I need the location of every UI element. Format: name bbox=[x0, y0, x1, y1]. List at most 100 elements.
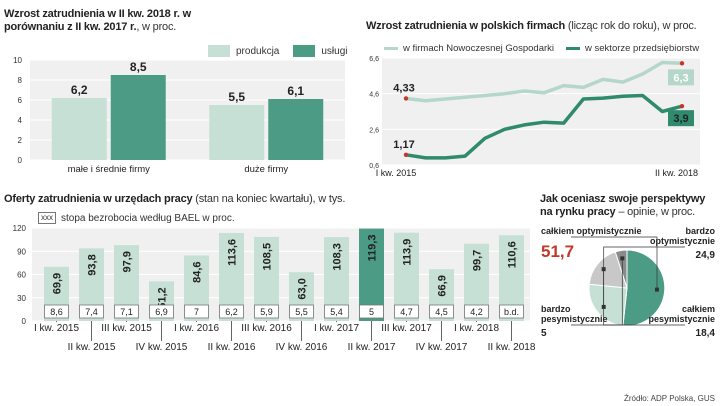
chart3-value-label-0: 69,9 bbox=[52, 273, 64, 294]
chart3-unemployment-box-2 bbox=[114, 304, 139, 319]
chart2-start-marker-1 bbox=[403, 152, 409, 158]
chart2-start-label-1: 1,17 bbox=[393, 139, 414, 151]
legend-swatch-produkcja bbox=[208, 45, 230, 57]
chart3-value-label-10: 113,9 bbox=[402, 239, 414, 266]
chart1-ytick-4: 8 bbox=[18, 76, 23, 85]
chart4-leader-dot-3 bbox=[620, 256, 625, 261]
chart3-note-text: stopa bezrobocia według BAEL w proc. bbox=[61, 212, 235, 224]
chart4-slice-value-2: 18,4 bbox=[696, 328, 716, 339]
chart2-start-marker-0 bbox=[403, 96, 409, 101]
chart2-point-0-2 bbox=[444, 98, 447, 100]
chart3-ytick-3: 90 bbox=[17, 247, 26, 256]
chart2-point-0-3 bbox=[464, 96, 466, 99]
chart4-slice-name-3-1: pesymistycznie bbox=[541, 314, 608, 324]
chart4-svg: całkiem optymistycznie51,7bardzooptymist… bbox=[541, 226, 716, 339]
chart3-unemployment-box-12 bbox=[464, 304, 489, 319]
chart1-value-label-1-0: 5,5 bbox=[228, 90, 245, 104]
chart-job-prospects: Jak oceniasz swoje perspektywy na rynku … bbox=[535, 188, 721, 406]
chart3-unemployment-box-7 bbox=[289, 304, 314, 319]
chart1-ytick-0: 0 bbox=[18, 156, 23, 165]
legend-label-sektor: w sektorze przedsiębiorstw bbox=[585, 43, 700, 54]
chart1-ytick-5: 10 bbox=[13, 56, 22, 65]
chart2-svg: 0,6 2,6 4,6 6,6 4,33 6,3 1,17 3,9 I kw. 2015 II k… bbox=[369, 56, 700, 178]
chart2-end-label-1: 3,9 bbox=[673, 113, 688, 125]
chart4-slice-name-1-1: optymistycznie bbox=[650, 236, 715, 246]
chart2-ytick-2: 4,6 bbox=[369, 92, 379, 99]
chart4-leader-3 bbox=[571, 258, 623, 326]
chart-job-offers: Oferty zatrudnienia w urzędach pracy (st… bbox=[0, 188, 535, 406]
chart3-value-label-1: 93,8 bbox=[87, 254, 99, 275]
chart3-unemployment-label-9: 5 bbox=[369, 307, 374, 317]
chart-employment-growth-by-size: Wzrost zatrudnienia w II kw. 2018 r. w p… bbox=[0, 0, 350, 185]
chart3-value-label-5: 113,6 bbox=[227, 239, 239, 266]
chart3-category-label-8: I kw. 2017 bbox=[314, 323, 359, 334]
legend-swatch-uslugi bbox=[293, 45, 316, 57]
legend-label-uslugi: usługi bbox=[321, 45, 348, 57]
chart2-point-1-11 bbox=[622, 95, 624, 98]
chart3-category-label-13: II kw. 2018 bbox=[488, 342, 535, 353]
chart4-slice-2 bbox=[588, 251, 628, 289]
chart3-unemployment-label-0: 8,6 bbox=[50, 307, 63, 317]
chart2-point-1-7 bbox=[543, 121, 545, 123]
chart3-category-label-10: III kw. 2017 bbox=[381, 323, 432, 334]
chart3-title: Oferty zatrudnienia w urzędach pracy (st… bbox=[4, 193, 346, 205]
chart2-ytick-0: 0,6 bbox=[369, 163, 379, 170]
chart4-title: Jak oceniasz swoje perspektywy na rynku … bbox=[540, 193, 706, 218]
chart1-category-label-0: małe i średnie firmy bbox=[68, 164, 151, 175]
legend-label-nowoczesna: w firmach Nowoczesnej Gospodarki bbox=[403, 43, 555, 54]
chart3-category-label-7: IV kw. 2016 bbox=[276, 342, 328, 353]
chart2-point-0-4 bbox=[484, 94, 486, 97]
chart3-unemployment-label-2: 7,1 bbox=[120, 307, 133, 317]
source-note: Źródło: ADP Polska, GUS bbox=[624, 394, 715, 403]
chart1-bar-0-0 bbox=[51, 98, 107, 160]
chart2-point-0-9 bbox=[582, 86, 585, 89]
chart1-bar-0-1 bbox=[110, 75, 166, 160]
chart3-unemployment-box-6 bbox=[254, 304, 279, 319]
chart1-bar-1-1 bbox=[268, 99, 324, 160]
chart2-legend: w firmach Nowoczesnej Gospodarki w sekto… bbox=[384, 43, 699, 54]
chart3-svg: 0 30 60 90 120 69,9 8,6 I kw. 2015 93,8 7,4 II kw.… bbox=[13, 224, 535, 353]
chart3-category-label-3: IV kw. 2015 bbox=[136, 342, 188, 353]
chart3-category-label-1: II kw. 2015 bbox=[68, 342, 116, 353]
chart3-value-label-12: 99,7 bbox=[472, 250, 484, 271]
chart3-unemployment-box-9 bbox=[359, 304, 384, 319]
chart2-point-0-7 bbox=[543, 91, 545, 94]
chart3-unemployment-label-5: 6,2 bbox=[225, 307, 238, 317]
chart3-value-label-6: 108,5 bbox=[262, 243, 274, 271]
chart2-point-1-10 bbox=[602, 97, 604, 99]
chart1-ytick-3: 6 bbox=[18, 96, 23, 105]
chart1-svg: 0 2 4 6 8 10 6,2 8,5 małe i średnie firmy 5,5 6,1 d… bbox=[13, 56, 345, 175]
chart2-point-0-13 bbox=[661, 61, 664, 64]
chart2-point-1-5 bbox=[503, 128, 506, 131]
chart3-unemployment-box-11 bbox=[429, 304, 454, 319]
chart2-point-1-1 bbox=[424, 157, 427, 159]
chart3-value-label-4: 84,6 bbox=[192, 261, 204, 282]
chart3-unemployment-label-1: 7,4 bbox=[85, 307, 98, 317]
chart3-category-label-4: I kw. 2016 bbox=[174, 323, 219, 334]
chart1-value-label-0-1: 8,5 bbox=[130, 60, 147, 74]
chart3-category-label-2: III kw. 2015 bbox=[101, 323, 152, 334]
chart2-point-1-12 bbox=[641, 94, 644, 97]
chart3-unemployment-box-0 bbox=[44, 304, 69, 319]
chart3-value-label-9: 119,3 bbox=[367, 235, 379, 262]
chart3-unemployment-label-13: b.d. bbox=[504, 307, 519, 317]
chart3-unemployment-label-3: 6,9 bbox=[155, 307, 168, 317]
chart2-point-1-6 bbox=[523, 124, 526, 126]
chart4-slice-name-2-1: pesymistycznie bbox=[648, 314, 715, 324]
chart2-point-0-10 bbox=[602, 78, 604, 81]
chart2-end-box-1 bbox=[668, 110, 694, 127]
chart2-point-1-13 bbox=[661, 110, 664, 113]
chart3-ytick-0: 0 bbox=[22, 317, 27, 326]
chart3-unemployment-label-11: 4,5 bbox=[435, 307, 448, 317]
chart3-note-box: xxx bbox=[38, 212, 56, 224]
chart3-note: xxx stopa bezrobocia według BAEL w proc. bbox=[38, 212, 235, 224]
chart2-xlabel-end: II kw. 2018 bbox=[655, 168, 698, 178]
chart4-leader-0 bbox=[571, 236, 658, 290]
chart3-value-label-13: 110,6 bbox=[507, 241, 519, 268]
chart1-legend: produkcja usługi bbox=[208, 45, 348, 57]
chart2-point-0-12 bbox=[641, 73, 644, 75]
chart3-unemployment-label-12: 4,2 bbox=[470, 307, 483, 317]
chart4-slice-name-1-0: bardzo bbox=[685, 226, 715, 236]
chart3-unemployment-box-10 bbox=[394, 304, 419, 319]
chart2-xlabel-start: I kw. 2015 bbox=[376, 168, 417, 178]
